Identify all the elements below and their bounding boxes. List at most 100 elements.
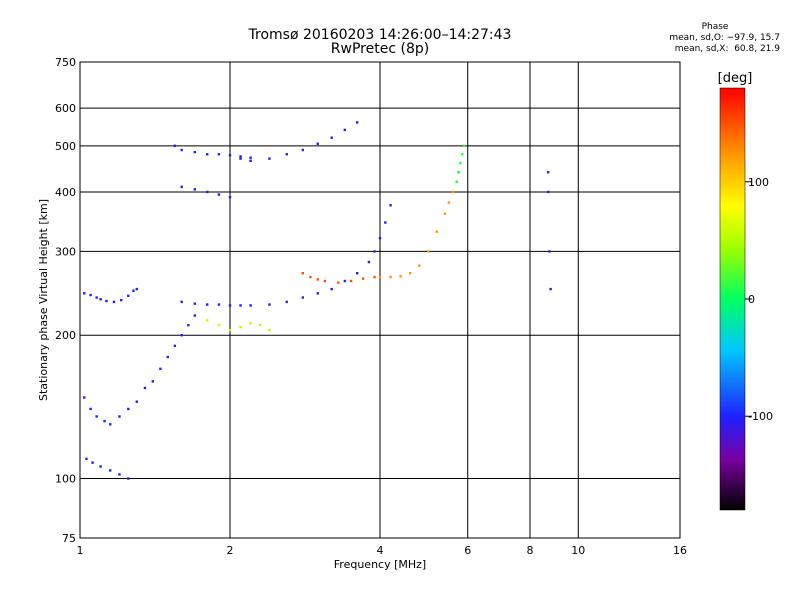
y-tick-label: 600 bbox=[55, 102, 76, 115]
data-point bbox=[193, 314, 197, 317]
data-point bbox=[239, 304, 242, 307]
data-point bbox=[205, 190, 209, 194]
data-point bbox=[112, 300, 116, 304]
x-axis-label: Frequency [MHz] bbox=[334, 558, 426, 571]
data-point bbox=[378, 236, 382, 240]
phase-stats-o: mean, sd,O: −97.9, 15.7 bbox=[669, 33, 780, 43]
data-point bbox=[151, 380, 155, 383]
plot-frame bbox=[79, 61, 681, 539]
data-point bbox=[373, 275, 376, 279]
data-point bbox=[447, 201, 451, 204]
data-point bbox=[455, 180, 458, 184]
data-point bbox=[118, 473, 121, 476]
data-point bbox=[249, 304, 252, 307]
data-point bbox=[187, 323, 190, 327]
data-point bbox=[103, 419, 106, 423]
data-point bbox=[239, 155, 242, 158]
x-tick-labels: 1 2 4 6 8 10 16 bbox=[77, 544, 688, 557]
data-point bbox=[135, 400, 138, 403]
data-point bbox=[259, 323, 262, 327]
data-point bbox=[285, 153, 288, 156]
data-point bbox=[268, 303, 271, 306]
y-tick-label: 200 bbox=[55, 329, 76, 342]
data-point bbox=[217, 303, 221, 306]
y-tick-label: 400 bbox=[55, 186, 76, 199]
data-point bbox=[228, 195, 232, 199]
data-point bbox=[205, 319, 209, 322]
colorbar-label: [deg] bbox=[718, 71, 753, 86]
x-tick-label: 6 bbox=[464, 544, 471, 557]
data-point bbox=[330, 136, 333, 139]
data-point bbox=[249, 156, 252, 159]
data-point bbox=[217, 153, 221, 156]
x-tick-label: 10 bbox=[571, 544, 585, 557]
data-point bbox=[301, 296, 305, 299]
data-point bbox=[355, 121, 359, 124]
data-point bbox=[89, 293, 92, 297]
data-point bbox=[143, 386, 147, 390]
data-point bbox=[378, 275, 382, 279]
data-point bbox=[461, 153, 464, 156]
y-tick-label: 750 bbox=[55, 56, 76, 69]
data-point bbox=[459, 161, 462, 165]
data-point bbox=[389, 204, 392, 207]
data-point bbox=[228, 304, 232, 307]
data-point bbox=[193, 150, 197, 154]
data-point bbox=[205, 303, 209, 306]
data-point bbox=[109, 423, 112, 426]
data-point bbox=[409, 272, 412, 275]
data-point bbox=[316, 278, 319, 281]
y-tick-label: 500 bbox=[55, 140, 76, 153]
phase-stats-title: Phase bbox=[701, 22, 729, 32]
data-point bbox=[343, 128, 347, 132]
data-point bbox=[239, 157, 242, 160]
data-point bbox=[316, 292, 319, 295]
data-point bbox=[249, 159, 252, 163]
data-point bbox=[546, 171, 550, 174]
data-point bbox=[180, 148, 183, 152]
data-point bbox=[85, 457, 88, 461]
data-point bbox=[127, 477, 130, 480]
data-point bbox=[399, 275, 402, 278]
data-point bbox=[239, 325, 242, 329]
y-tick-label: 100 bbox=[55, 473, 76, 486]
data-point bbox=[83, 396, 86, 399]
data-point bbox=[301, 148, 305, 152]
data-point bbox=[135, 287, 138, 291]
data-point bbox=[95, 415, 98, 418]
data-point bbox=[228, 153, 232, 157]
data-point bbox=[127, 407, 130, 411]
data-point bbox=[373, 250, 376, 253]
data-point bbox=[316, 142, 319, 145]
data-point bbox=[389, 275, 392, 279]
data-point bbox=[127, 294, 130, 298]
data-point bbox=[109, 469, 112, 472]
data-point bbox=[205, 153, 209, 156]
y-axis-label: Stationary phase Virtual Height [km] bbox=[37, 199, 50, 401]
data-point bbox=[173, 344, 177, 348]
data-point bbox=[367, 260, 371, 264]
data-point bbox=[443, 212, 447, 215]
x-tick-label: 8 bbox=[527, 544, 534, 557]
data-point bbox=[546, 190, 550, 194]
data-point bbox=[217, 323, 221, 327]
data-point bbox=[337, 281, 340, 284]
data-point bbox=[120, 298, 123, 302]
data-point bbox=[301, 272, 305, 275]
colorbar-tick-label: -100 bbox=[748, 410, 773, 423]
data-point bbox=[99, 465, 102, 468]
data-point bbox=[95, 296, 98, 299]
data-point bbox=[323, 279, 327, 283]
data-point bbox=[91, 461, 94, 464]
x-tick-label: 16 bbox=[673, 544, 687, 557]
data-point bbox=[427, 250, 430, 253]
phase-stats: Phase mean, sd,O: −97.9, 15.7 mean, sd,X… bbox=[590, 22, 780, 55]
data-point bbox=[268, 157, 271, 160]
data-point bbox=[228, 328, 232, 332]
data-point bbox=[89, 407, 92, 411]
data-point bbox=[457, 171, 460, 174]
data-point bbox=[118, 415, 121, 418]
data-point bbox=[451, 190, 455, 194]
x-tick-label: 4 bbox=[377, 544, 384, 557]
data-point bbox=[418, 264, 421, 267]
